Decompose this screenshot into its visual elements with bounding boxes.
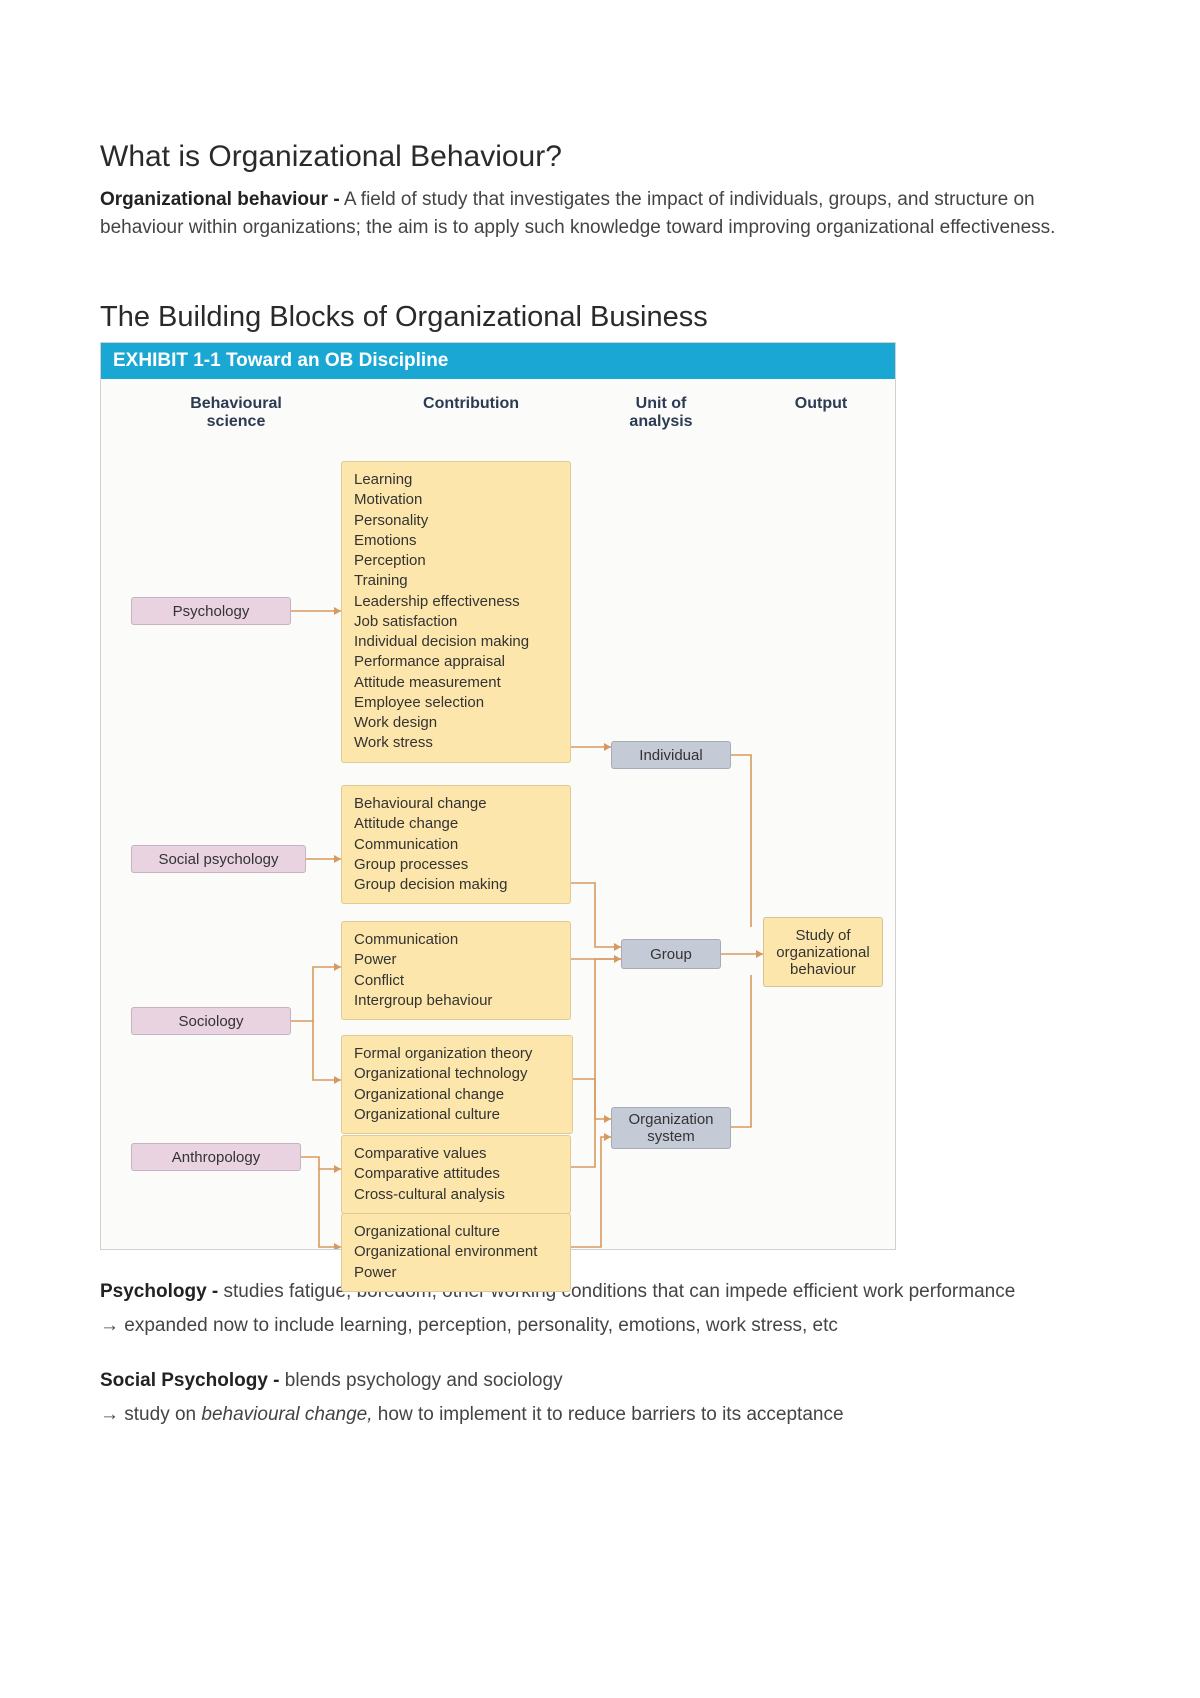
contribution-item: Power — [354, 1263, 558, 1283]
exhibit: EXHIBIT 1-1 Toward an OB Discipline Beha… — [100, 342, 896, 1250]
contribution-item: Attitude measurement — [354, 673, 558, 693]
contribution-item: Intergroup behaviour — [354, 991, 558, 1011]
contribution-item: Attitude change — [354, 814, 558, 834]
contribution-item: Behavioural change — [354, 794, 558, 814]
contribution-item: Learning — [354, 470, 558, 490]
definition-paragraph: Psychology - studies fatigue, boredom, o… — [100, 1278, 1100, 1306]
contribution-item: Individual decision making — [354, 632, 558, 652]
definition-arrow-line: → expanded now to include learning, perc… — [100, 1312, 1100, 1340]
column-header: Behaviouralscience — [161, 395, 311, 431]
intro-bold: Organizational behaviour - — [100, 189, 340, 210]
exhibit-title: EXHIBIT 1-1 Toward an OB Discipline — [101, 343, 895, 379]
page: What is Organizational Behaviour? Organi… — [0, 0, 1200, 1522]
contribution-item: Job satisfaction — [354, 612, 558, 632]
definition-paragraph: Social Psychology - blends psychology an… — [100, 1367, 1100, 1395]
definition-arrow-line: → study on behavioural change, how to im… — [100, 1401, 1100, 1429]
contribution-item: Group processes — [354, 855, 558, 875]
science-box: Psychology — [131, 597, 291, 625]
contribution-item: Power — [354, 950, 558, 970]
contribution-item: Motivation — [354, 490, 558, 510]
contribution-item: Employee selection — [354, 693, 558, 713]
contribution-box: Behavioural changeAttitude changeCommuni… — [341, 785, 571, 904]
contribution-item: Organizational culture — [354, 1105, 560, 1125]
contribution-item: Organizational culture — [354, 1222, 558, 1242]
definition-term: Psychology - — [100, 1281, 218, 1302]
unit-box: Individual — [611, 741, 731, 769]
science-box: Sociology — [131, 1007, 291, 1035]
contribution-box: CommunicationPowerConflictIntergroup beh… — [341, 921, 571, 1020]
contribution-item: Organizational technology — [354, 1064, 560, 1084]
column-header: Unit ofanalysis — [601, 395, 721, 431]
contribution-box: Formal organization theoryOrganizational… — [341, 1035, 573, 1134]
heading-2: The Building Blocks of Organizational Bu… — [100, 301, 1100, 334]
definition-text: studies fatigue, boredom, other working … — [218, 1281, 1015, 1302]
heading-1: What is Organizational Behaviour? — [100, 140, 1100, 174]
contribution-item: Communication — [354, 930, 558, 950]
contribution-item: Personality — [354, 511, 558, 531]
unit-box: Group — [621, 939, 721, 969]
contribution-item: Comparative attitudes — [354, 1164, 558, 1184]
contribution-item: Emotions — [354, 531, 558, 551]
contribution-item: Training — [354, 571, 558, 591]
contribution-item: Leadership effectiveness — [354, 592, 558, 612]
contribution-item: Performance appraisal — [354, 652, 558, 672]
contribution-item: Perception — [354, 551, 558, 571]
contribution-item: Organizational environment — [354, 1242, 558, 1262]
contribution-box: Organizational cultureOrganizational env… — [341, 1213, 571, 1292]
contribution-item: Cross-cultural analysis — [354, 1185, 558, 1205]
contribution-item: Organizational change — [354, 1085, 560, 1105]
science-box: Social psychology — [131, 845, 306, 873]
contribution-item: Work design — [354, 713, 558, 733]
contribution-item: Conflict — [354, 971, 558, 991]
unit-box: Organizationsystem — [611, 1107, 731, 1149]
definition-term: Social Psychology - — [100, 1370, 280, 1391]
contribution-item: Formal organization theory — [354, 1044, 560, 1064]
contribution-box: LearningMotivationPersonalityEmotionsPer… — [341, 461, 571, 763]
contribution-item: Group decision making — [354, 875, 558, 895]
column-header: Output — [761, 395, 881, 413]
column-header: Contribution — [391, 395, 551, 413]
contribution-item: Communication — [354, 835, 558, 855]
definition-text: blends psychology and sociology — [280, 1370, 563, 1391]
intro-paragraph: Organizational behaviour - A field of st… — [100, 186, 1100, 241]
exhibit-body: Behaviouralscience Contribution Unit ofana… — [101, 379, 895, 1249]
contribution-box: Comparative valuesComparative attitudesC… — [341, 1135, 571, 1214]
science-box: Anthropology — [131, 1143, 301, 1171]
output-box: Study oforganizationalbehaviour — [763, 917, 883, 987]
definitions-section: Psychology - studies fatigue, boredom, o… — [100, 1278, 1100, 1428]
contribution-item: Comparative values — [354, 1144, 558, 1164]
contribution-item: Work stress — [354, 733, 558, 753]
